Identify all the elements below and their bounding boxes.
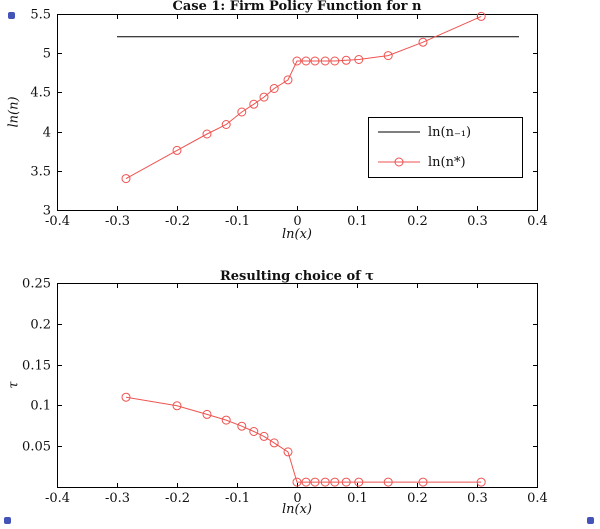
bottom-chart-title: Resulting choice of τ [219, 269, 375, 284]
x-tick-label: -0.4 [45, 491, 70, 506]
data-point-marker [341, 55, 351, 65]
x-tick-label: 0.2 [407, 491, 428, 506]
data-point-marker [476, 477, 486, 487]
data-point-marker [259, 92, 269, 102]
scan-artifact-dot [587, 517, 594, 524]
x-tick-label: 0.3 [467, 214, 488, 229]
x-tick-label: 0.2 [407, 214, 428, 229]
data-point-marker [172, 401, 182, 411]
data-point-marker [330, 477, 340, 487]
y-tick-label: 0.15 [22, 359, 51, 374]
series-0 [121, 392, 486, 487]
x-axis: -0.4 -0.3 -0.2 -0.1 0 0.1 0.2 0.3 0.4 [45, 15, 548, 229]
y-axis: 3 3.5 4 4.5 5 5.5 [30, 8, 537, 219]
data-point-marker [341, 477, 351, 487]
data-point-marker [249, 99, 259, 109]
data-point-marker [237, 107, 247, 117]
x-tick-label: -0.1 [225, 214, 250, 229]
data-point-marker [237, 421, 247, 431]
x-tick-label: -0.1 [225, 491, 250, 506]
data-point-marker [292, 56, 302, 66]
legend-marker-sample [394, 157, 404, 167]
tau-choice-chart: Resulting choice of τ τ -0.4 -0.3 -0.2 -0.1… [0, 260, 600, 529]
data-point-marker [418, 477, 428, 487]
y-tick-label: 5 [43, 47, 51, 62]
data-point-marker [301, 477, 311, 487]
data-point-marker [249, 427, 259, 436]
data-point-marker [221, 415, 231, 425]
data-point-marker [172, 145, 182, 155]
data-point-marker [418, 37, 428, 47]
scan-artifact-dot [8, 12, 15, 19]
y-tick-label: 5.5 [30, 8, 51, 23]
data-point-marker [202, 129, 212, 139]
y-tick-label: 0.05 [22, 440, 51, 455]
y-tick-label: 4.5 [30, 86, 51, 101]
data-point-marker [121, 392, 131, 402]
data-point-marker [283, 447, 293, 457]
x-tick-label: -0.3 [105, 491, 130, 506]
legend-box [368, 117, 523, 178]
data-point-marker [310, 477, 320, 487]
y-tick-label: 0.2 [30, 318, 51, 333]
data-point-marker [383, 51, 393, 61]
legend: ln(n₋₁) ln(n*) [368, 117, 523, 178]
x-tick-label: 0 [293, 214, 301, 229]
plot-box [57, 283, 538, 488]
y-tick-label: 4 [43, 126, 51, 141]
data-point-marker [121, 174, 131, 184]
data-point-marker [301, 56, 311, 66]
top-chart-xlabel: ln(x) [281, 227, 312, 242]
data-point-marker [269, 438, 279, 448]
top-chart-plot-area: -0.4 -0.3 -0.2 -0.1 0 0.1 0.2 0.3 0.4 3 3.5 4 4.5 5 5.… [30, 8, 548, 230]
data-point-marker [310, 56, 320, 66]
y-tick-label: 3 [43, 204, 51, 219]
y-tick-label: 0.25 [22, 277, 51, 292]
y-tick-label: 3.5 [30, 165, 51, 180]
x-tick-label: -0.2 [165, 491, 190, 506]
data-point-marker [354, 55, 364, 64]
data-point-marker [283, 75, 293, 85]
y-tick-label: 0.1 [30, 399, 51, 414]
legend-label: ln(n*) [428, 155, 466, 170]
series-1 [121, 11, 486, 184]
x-tick-label: 0 [293, 491, 301, 506]
x-axis: -0.4 -0.3 -0.2 -0.1 0 0.1 0.2 0.3 0.4 [45, 284, 548, 506]
data-point-marker [221, 120, 231, 129]
data-point-marker [292, 477, 302, 487]
data-point-marker [320, 56, 330, 66]
x-tick-label: 0.4 [527, 214, 548, 229]
x-tick-label: -0.3 [105, 214, 130, 229]
x-tick-label: -0.4 [45, 214, 70, 229]
x-tick-label: 0.1 [347, 214, 368, 229]
y-axis: 0.05 0.1 0.15 0.2 0.25 [22, 277, 537, 455]
data-point-marker [476, 11, 486, 21]
x-tick-label: 0.1 [347, 491, 368, 506]
bottom-chart-xlabel: ln(x) [281, 502, 312, 517]
data-point-marker [202, 409, 212, 419]
data-point-marker [383, 477, 393, 487]
series-line [125, 15, 482, 180]
policy-function-chart: Case 1: Firm Policy Function for n ln(n)… [0, 0, 600, 260]
data-point-marker [259, 431, 269, 441]
data-point-marker [354, 477, 364, 487]
top-chart-title: Case 1: Firm Policy Function for n [172, 0, 422, 14]
x-tick-label: -0.2 [165, 214, 190, 229]
x-tick-label: 0.3 [467, 491, 488, 506]
legend-label: ln(n₋₁) [428, 125, 471, 140]
x-tick-label: 0.4 [527, 491, 548, 506]
data-point-marker [330, 56, 340, 66]
plot-box [57, 14, 538, 211]
series-line [125, 396, 482, 483]
bottom-chart-plot-area: -0.4 -0.3 -0.2 -0.1 0 0.1 0.2 0.3 0.4 0.05 0.1 0.15… [22, 277, 548, 507]
data-point-marker [320, 477, 330, 487]
data-point-marker [269, 84, 279, 93]
scan-artifact-dot [4, 517, 11, 524]
